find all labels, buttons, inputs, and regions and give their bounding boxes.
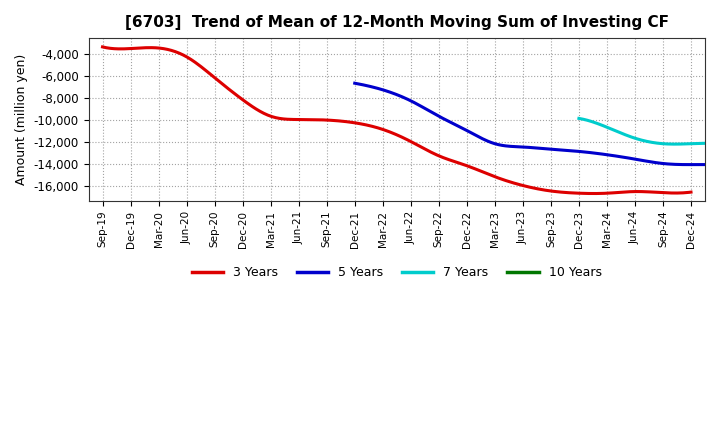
Y-axis label: Amount (million yen): Amount (million yen) — [15, 54, 28, 185]
Title: [6703]  Trend of Mean of 12-Month Moving Sum of Investing CF: [6703] Trend of Mean of 12-Month Moving … — [125, 15, 669, 30]
Legend: 3 Years, 5 Years, 7 Years, 10 Years: 3 Years, 5 Years, 7 Years, 10 Years — [187, 261, 606, 284]
